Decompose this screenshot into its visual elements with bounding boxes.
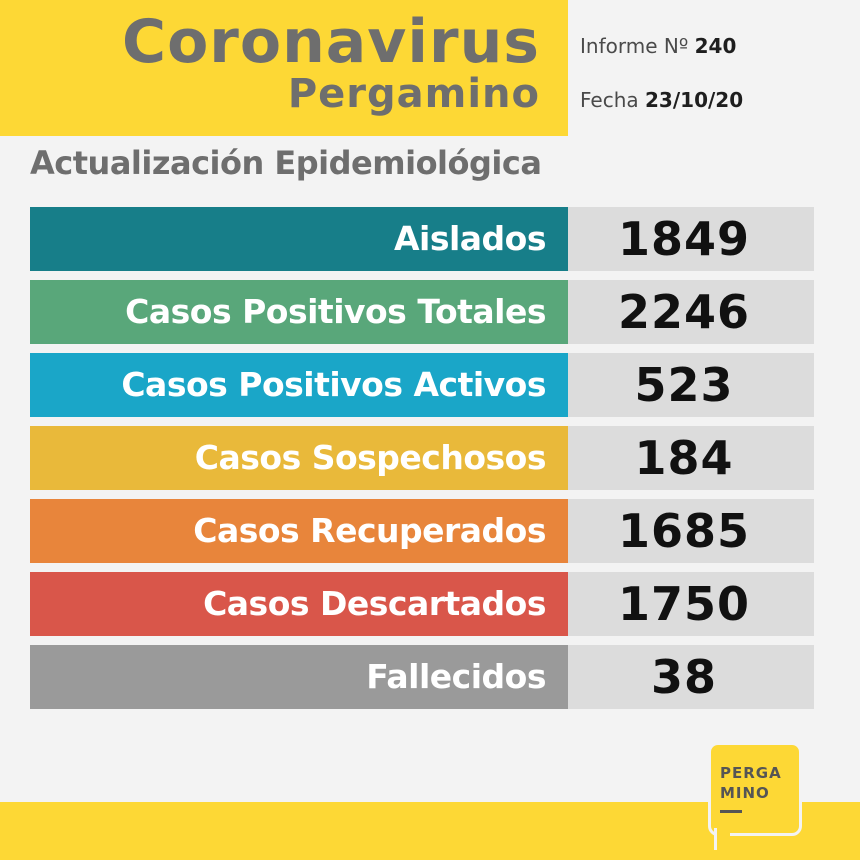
- stat-row-positivos-activos: Casos Positivos Activos 523: [30, 353, 814, 417]
- stat-value: 523: [568, 353, 814, 417]
- stat-value: 1849: [568, 207, 814, 271]
- stat-value: 184: [568, 426, 814, 490]
- stat-value: 1750: [568, 572, 814, 636]
- stat-label: Casos Descartados: [30, 572, 568, 636]
- stat-label: Casos Recuperados: [30, 499, 568, 563]
- informe-number: 240: [694, 34, 737, 58]
- stat-label: Casos Positivos Activos: [30, 353, 568, 417]
- stat-label: Aislados: [30, 207, 568, 271]
- stat-row-fallecidos: Fallecidos 38: [30, 645, 814, 709]
- stat-value: 38: [568, 645, 814, 709]
- stat-row-sospechosos: Casos Sospechosos 184: [30, 426, 814, 490]
- pergamino-logo: [708, 742, 802, 836]
- page-subtitle: Pergamino: [287, 71, 540, 117]
- informe-label: Informe Nº: [580, 34, 689, 58]
- section-title: Actualización Epidemiológica: [30, 144, 542, 182]
- fecha-value: 23/10/20: [645, 88, 744, 112]
- stat-value: 1685: [568, 499, 814, 563]
- logo-underline: [720, 810, 742, 813]
- stat-label: Casos Positivos Totales: [30, 280, 568, 344]
- logo-text-line1: PERGA: [720, 764, 782, 782]
- stat-row-recuperados: Casos Recuperados 1685: [30, 499, 814, 563]
- stat-row-aislados: Aislados 1849: [30, 207, 814, 271]
- stat-label: Casos Sospechosos: [30, 426, 568, 490]
- fecha-info: Fecha 23/10/20: [580, 88, 743, 112]
- title-block: Coronavirus Pergamino: [0, 0, 568, 136]
- logo-tail: [714, 828, 730, 850]
- page-title: Coronavirus: [122, 7, 540, 77]
- stat-value: 2246: [568, 280, 814, 344]
- fecha-label: Fecha: [580, 88, 639, 112]
- logo-text-line2: MINO: [720, 784, 770, 802]
- stat-label: Fallecidos: [30, 645, 568, 709]
- informe-info: Informe Nº 240: [580, 34, 736, 58]
- stat-row-descartados: Casos Descartados 1750: [30, 572, 814, 636]
- stat-row-positivos-totales: Casos Positivos Totales 2246: [30, 280, 814, 344]
